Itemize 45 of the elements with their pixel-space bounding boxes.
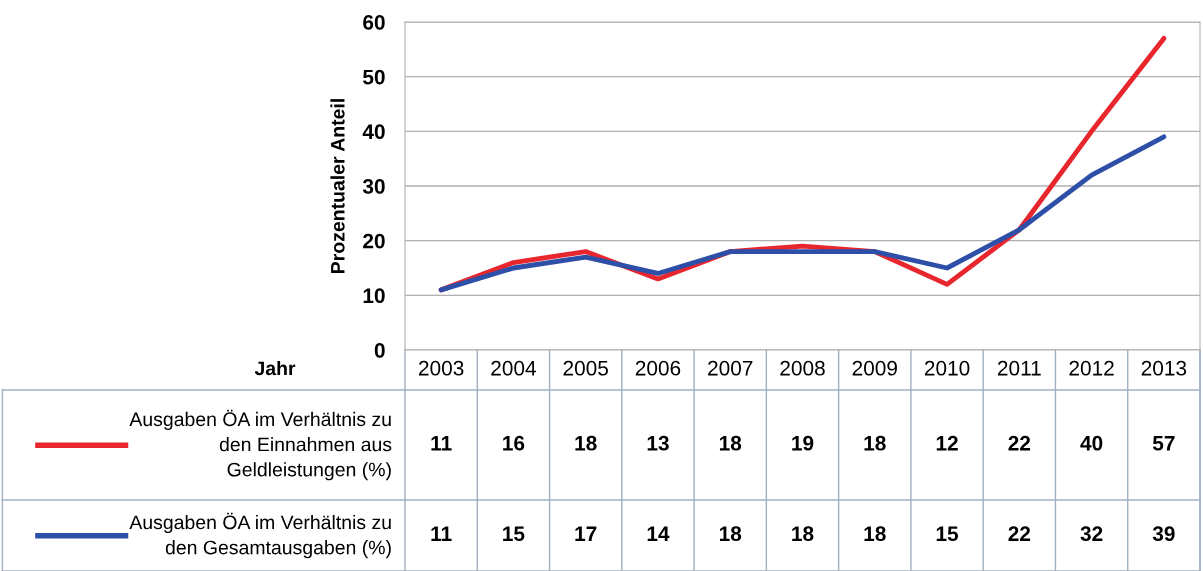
x-tick-label: 2008	[780, 360, 825, 376]
y-tick-label: 10	[363, 288, 385, 304]
data-label: 18	[792, 526, 814, 542]
data-label: 11	[431, 436, 452, 451]
legend-label: Ausgaben ÖA im Verhältnis zu den Gesamtausgaben (%)	[129, 512, 391, 559]
y-tick-label: 0	[374, 343, 385, 358]
x-tick-label: 2009	[852, 360, 897, 376]
y-tick-label: 60	[363, 15, 385, 30]
data-label: 18	[719, 435, 742, 451]
data-label: 32	[1080, 526, 1103, 542]
data-label: 19	[792, 435, 814, 451]
x-tick-label: 2010	[924, 360, 970, 376]
data-label: 57	[1152, 436, 1175, 451]
x-tick-label: 2005	[563, 360, 608, 376]
data-label: 18	[864, 526, 886, 542]
data-label: 22	[1008, 435, 1031, 451]
data-label: 18	[719, 526, 742, 542]
data-label: 18	[575, 435, 597, 451]
data-label: 17	[575, 526, 597, 541]
data-label: 15	[503, 526, 525, 542]
legend-label: Ausgaben ÖA im Verhältnis zu den Einnahmen aus Geldleistungen (%)	[129, 409, 392, 481]
x-tick-label: 2004	[491, 360, 536, 376]
x-tick-label: 2007	[708, 360, 753, 376]
y-tick-label: 20	[363, 233, 385, 249]
y-axis-title: Prozentualer Anteil	[330, 99, 345, 273]
y-tick-label: 50	[363, 69, 385, 85]
x-tick-label: 2011	[997, 360, 1041, 376]
y-tick-label: 40	[362, 124, 385, 140]
data-label: 22	[1008, 526, 1031, 541]
y-tick-label: 30	[362, 179, 385, 194]
data-label: 13	[647, 435, 669, 451]
data-label: 40	[1080, 435, 1103, 451]
line-series	[438, 134, 1167, 293]
x-tick-label: 2006	[635, 360, 681, 376]
x-tick-label: 2012	[1069, 360, 1114, 376]
x-tick-label: 2003	[419, 360, 464, 376]
data-label: 39	[1152, 526, 1175, 542]
data-label: 16	[503, 435, 525, 451]
x-tick-label: 2013	[1141, 360, 1187, 376]
data-label: 12	[936, 435, 958, 451]
x-axis-title: Jahr	[254, 360, 296, 376]
data-label: 11	[431, 526, 452, 541]
data-label: 18	[864, 435, 886, 451]
data-label: 14	[647, 526, 670, 541]
data-label: 15	[936, 526, 959, 542]
